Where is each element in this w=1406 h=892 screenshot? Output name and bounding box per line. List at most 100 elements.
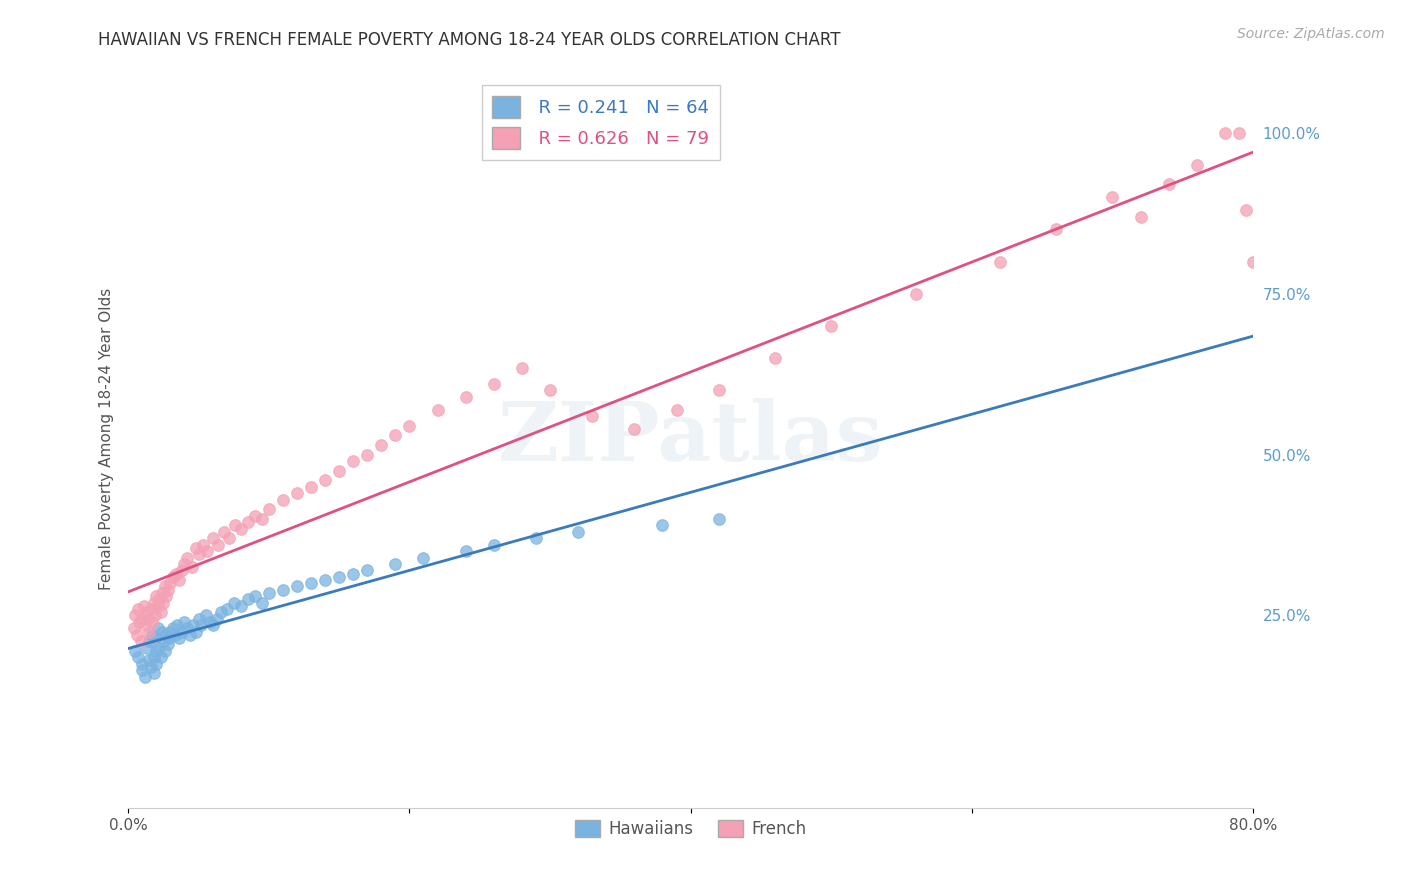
Point: [145, 644, 167, 658]
Point: [207, 538, 229, 552]
Point: [156, 582, 179, 597]
Point: [181, 618, 204, 632]
Point: [820, 318, 842, 333]
Point: [176, 550, 198, 565]
Point: [482, 376, 505, 391]
Point: [1185, 158, 1208, 172]
Point: [162, 621, 184, 635]
Point: [243, 589, 266, 603]
Point: [195, 544, 218, 558]
Point: [707, 512, 730, 526]
Point: [1101, 190, 1123, 204]
Point: [122, 621, 145, 635]
Point: [665, 402, 688, 417]
Text: Source: ZipAtlas.com: Source: ZipAtlas.com: [1237, 27, 1385, 41]
Point: [153, 644, 176, 658]
Point: [149, 605, 172, 619]
Point: [229, 522, 252, 536]
Point: [184, 541, 207, 555]
Point: [127, 650, 149, 665]
Point: [131, 612, 153, 626]
Point: [191, 538, 214, 552]
Point: [328, 570, 350, 584]
Point: [581, 409, 603, 423]
Point: [159, 576, 181, 591]
Point: [1227, 126, 1250, 140]
Point: [129, 634, 152, 648]
Point: [152, 596, 174, 610]
Point: [342, 566, 364, 581]
Point: [165, 566, 187, 581]
Point: [194, 608, 217, 623]
Point: [141, 615, 163, 629]
Point: [257, 502, 280, 516]
Point: [1234, 203, 1257, 218]
Point: [131, 663, 153, 677]
Point: [1241, 254, 1264, 268]
Point: [243, 508, 266, 523]
Point: [218, 531, 240, 545]
Point: [342, 454, 364, 468]
Point: [212, 524, 235, 539]
Point: [623, 422, 645, 436]
Point: [136, 612, 159, 626]
Point: [651, 518, 673, 533]
Point: [167, 573, 190, 587]
Point: [180, 560, 202, 574]
Point: [454, 390, 477, 404]
Point: [131, 657, 153, 671]
Point: [229, 599, 252, 613]
Point: [222, 596, 245, 610]
Point: [167, 631, 190, 645]
Point: [184, 624, 207, 639]
Point: [538, 383, 561, 397]
Point: [146, 621, 169, 635]
Point: [482, 538, 505, 552]
Point: [215, 602, 238, 616]
Point: [384, 428, 406, 442]
Point: [145, 657, 167, 671]
Point: [1157, 178, 1180, 192]
Point: [271, 582, 294, 597]
Point: [150, 624, 173, 639]
Point: [134, 618, 156, 632]
Legend: Hawaiians, French: Hawaiians, French: [568, 813, 813, 845]
Point: [201, 531, 224, 545]
Point: [314, 573, 336, 587]
Point: [299, 576, 322, 591]
Point: [135, 640, 157, 655]
Point: [236, 515, 259, 529]
Point: [124, 608, 146, 623]
Point: [155, 589, 177, 603]
Point: [510, 360, 533, 375]
Point: [143, 608, 166, 623]
Point: [398, 418, 420, 433]
Point: [150, 586, 173, 600]
Point: [384, 557, 406, 571]
Point: [156, 637, 179, 651]
Point: [328, 464, 350, 478]
Point: [271, 492, 294, 507]
Point: [299, 480, 322, 494]
Point: [124, 644, 146, 658]
Point: [285, 579, 308, 593]
Point: [356, 563, 378, 577]
Point: [170, 624, 193, 639]
Point: [149, 650, 172, 665]
Point: [127, 602, 149, 616]
Y-axis label: Female Poverty Among 18-24 Year Olds: Female Poverty Among 18-24 Year Olds: [100, 287, 114, 590]
Point: [135, 605, 157, 619]
Point: [125, 628, 148, 642]
Point: [143, 631, 166, 645]
Point: [524, 531, 547, 545]
Point: [198, 615, 221, 629]
Point: [170, 563, 193, 577]
Point: [187, 612, 209, 626]
Point: [412, 550, 434, 565]
Point: [138, 653, 160, 667]
Point: [454, 544, 477, 558]
Point: [138, 624, 160, 639]
Point: [128, 615, 150, 629]
Point: [142, 666, 165, 681]
Point: [153, 579, 176, 593]
